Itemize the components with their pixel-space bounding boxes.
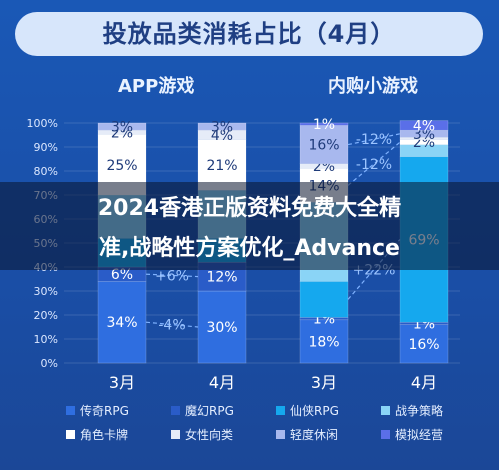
bar-segment (97, 122, 147, 131)
bar-segment (97, 281, 147, 364)
legend-label: 女性向类 (185, 428, 234, 442)
legend-item: 战争策略 (381, 402, 443, 419)
legend-swatch (276, 430, 285, 439)
annotation-connector (145, 273, 199, 278)
banner-text-line1: 2024香港正版资料免费大全精 (97, 196, 402, 221)
legend-swatch (66, 430, 75, 439)
x-tick-label: 3月 (109, 373, 135, 392)
bar-segment (197, 139, 247, 191)
x-tick-label: 4月 (209, 373, 235, 392)
annotation-connector (347, 133, 401, 146)
bar-segment (299, 122, 349, 126)
x-tick-label: 3月 (311, 373, 337, 392)
overlay-banner: 2024香港正版资料免费大全精 准,战略性方案优化_Advance (0, 182, 499, 270)
legend-item: 传奇RPG (66, 402, 129, 419)
legend-item: 仙侠RPG (276, 402, 339, 419)
y-tick-label: 10% (34, 333, 58, 346)
data-label: 3% (211, 120, 233, 136)
data-label: 21% (206, 158, 237, 174)
legend-label: 轻度休闲 (290, 428, 339, 442)
data-label: 3% (111, 120, 133, 136)
legend-label: 战争策略 (395, 404, 444, 418)
bar-segment (299, 281, 349, 318)
y-tick-label: 30% (34, 285, 58, 298)
legend-item: 模拟经营 (381, 426, 443, 443)
data-label: 6% (111, 267, 133, 283)
y-tick-label: 90% (34, 141, 58, 154)
legend-label: 魔幻RPG (185, 404, 234, 418)
legend-swatch (171, 430, 180, 439)
data-label: 18% (308, 334, 339, 350)
legend-item: 女性向类 (171, 426, 233, 443)
legend-swatch (276, 406, 285, 415)
data-label: 25% (106, 158, 137, 174)
y-tick-label: 20% (34, 309, 58, 322)
legend-label: 角色卡牌 (80, 428, 129, 442)
data-label: 1% (313, 117, 335, 133)
legend-swatch (381, 430, 390, 439)
data-label: 12% (206, 270, 237, 286)
annotation-connector (347, 141, 401, 186)
change-annotation: -12% (356, 157, 392, 173)
chart-title: 投放品类消耗占比（4月） (15, 12, 483, 56)
data-label: 3% (413, 127, 435, 143)
change-annotation: -4% (158, 318, 185, 334)
data-label: 30% (206, 320, 237, 336)
data-label: 16% (308, 138, 339, 154)
legend-swatch (381, 406, 390, 415)
bar-segment (399, 139, 449, 145)
legend-label: 仙侠RPG (290, 404, 339, 418)
bar-segment (197, 122, 247, 131)
y-tick-label: 100% (27, 117, 58, 130)
y-tick-label: 80% (34, 165, 58, 178)
data-label: 4% (413, 118, 435, 134)
x-tick-label: 4月 (411, 373, 437, 392)
bar-segment (399, 120, 449, 131)
legend-item: 魔幻RPG (171, 402, 234, 419)
legend-item: 角色卡牌 (66, 426, 128, 443)
section-label-app: APP游戏 (118, 76, 195, 97)
section-label-inapp: 内购小游戏 (328, 76, 418, 97)
data-label: 4% (211, 128, 233, 144)
legend-swatch (66, 406, 75, 415)
data-label: 34% (106, 315, 137, 331)
bar-segment (299, 319, 349, 364)
banner-text-line2: 准,战略性方案优化_Advance (99, 236, 400, 261)
legend-label: 传奇RPG (80, 404, 129, 418)
bar-segment (197, 290, 247, 364)
annotation-connector (145, 321, 199, 328)
change-annotation: +6% (155, 268, 189, 284)
y-tick-label: 0% (41, 357, 58, 370)
legend-item: 轻度休闲 (276, 426, 338, 443)
legend-swatch (171, 406, 180, 415)
legend-label: 模拟经营 (395, 428, 444, 442)
change-annotation: -12% (356, 132, 392, 148)
data-label: 16% (408, 337, 439, 353)
